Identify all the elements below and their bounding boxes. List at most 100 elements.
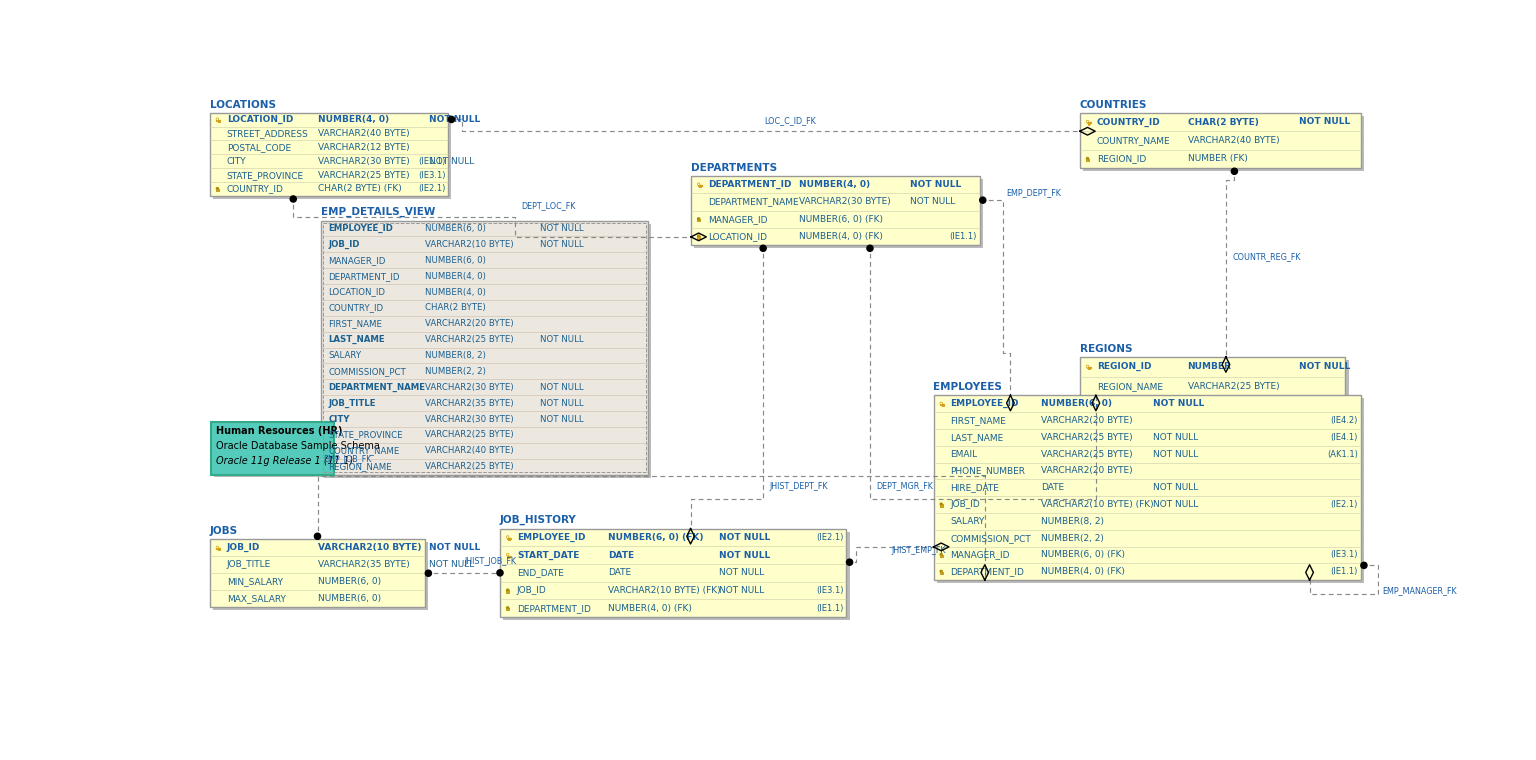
Text: NOT NULL: NOT NULL <box>911 198 955 207</box>
Circle shape <box>215 546 220 549</box>
Text: NOT NULL: NOT NULL <box>541 224 584 233</box>
Text: MANAGER_ID: MANAGER_ID <box>329 256 386 264</box>
Circle shape <box>290 196 296 202</box>
Text: START_DATE: START_DATE <box>518 550 579 559</box>
Text: NUMBER(4, 0): NUMBER(4, 0) <box>424 271 485 280</box>
Circle shape <box>498 570 504 576</box>
Text: VARCHAR2(35 BYTE): VARCHAR2(35 BYTE) <box>424 399 513 407</box>
Text: (IE1.1): (IE1.1) <box>949 232 977 241</box>
Text: DEPARTMENT_ID: DEPARTMENT_ID <box>951 567 1025 576</box>
Text: REGION_NAME: REGION_NAME <box>1097 382 1163 391</box>
FancyBboxPatch shape <box>697 236 700 239</box>
Text: VARCHAR2(25 BYTE): VARCHAR2(25 BYTE) <box>1187 382 1279 391</box>
Text: CITY: CITY <box>329 414 350 423</box>
Text: NUMBER(6, 0): NUMBER(6, 0) <box>1041 399 1112 408</box>
Text: DATE: DATE <box>1041 483 1064 492</box>
Text: VARCHAR2(10 BYTE) (FK): VARCHAR2(10 BYTE) (FK) <box>608 586 720 595</box>
Text: VARCHAR2(20 BYTE): VARCHAR2(20 BYTE) <box>1041 467 1134 476</box>
Circle shape <box>1086 366 1089 367</box>
Text: JOB_TITLE: JOB_TITLE <box>227 560 270 569</box>
FancyBboxPatch shape <box>937 398 1364 583</box>
Circle shape <box>315 534 321 540</box>
Text: NUMBER(8, 2): NUMBER(8, 2) <box>1041 517 1104 526</box>
FancyBboxPatch shape <box>940 505 943 507</box>
Text: NUMBER(4, 0) (FK): NUMBER(4, 0) (FK) <box>799 232 883 241</box>
Circle shape <box>866 245 872 252</box>
Text: COUNTRY_ID: COUNTRY_ID <box>329 303 384 312</box>
Text: JHIST_EMP_FK: JHIST_EMP_FK <box>892 546 946 555</box>
Text: LAST_NAME: LAST_NAME <box>329 335 386 344</box>
Text: COUNTRIES: COUNTRIES <box>1080 100 1147 109</box>
Text: NOT NULL: NOT NULL <box>429 560 475 569</box>
Circle shape <box>846 559 852 565</box>
Text: DEPARTMENT_ID: DEPARTMENT_ID <box>518 603 591 613</box>
Text: VARCHAR2(30 BYTE): VARCHAR2(30 BYTE) <box>318 157 409 166</box>
FancyBboxPatch shape <box>1083 360 1349 400</box>
Circle shape <box>507 554 508 556</box>
Text: NUMBER(4, 0) (FK): NUMBER(4, 0) (FK) <box>1041 567 1126 576</box>
Text: NUMBER(4, 0) (FK): NUMBER(4, 0) (FK) <box>608 603 691 613</box>
Text: COUNTRY_ID: COUNTRY_ID <box>1097 118 1161 127</box>
Text: FIRST_NAME: FIRST_NAME <box>329 319 382 328</box>
Text: (IE4.2): (IE4.2) <box>1330 416 1358 425</box>
Text: VARCHAR2(10 BYTE) (FK): VARCHAR2(10 BYTE) (FK) <box>1041 500 1154 509</box>
Text: DATE: DATE <box>608 551 634 559</box>
Circle shape <box>760 245 766 252</box>
Text: NOT NULL: NOT NULL <box>1154 433 1198 442</box>
Text: VARCHAR2(20 BYTE): VARCHAR2(20 BYTE) <box>1041 416 1134 425</box>
Circle shape <box>1086 120 1089 123</box>
Text: EMAIL: EMAIL <box>951 450 977 458</box>
FancyBboxPatch shape <box>501 528 846 617</box>
Text: NOT NULL: NOT NULL <box>541 335 584 344</box>
Text: JHIST_JOB_FK: JHIST_JOB_FK <box>464 557 516 566</box>
FancyBboxPatch shape <box>1083 116 1364 171</box>
Text: (IE3.1): (IE3.1) <box>816 586 843 595</box>
Text: DEPT_MGR_FK: DEPT_MGR_FK <box>876 482 932 490</box>
Text: DEPT_LOC_FK: DEPT_LOC_FK <box>522 201 576 211</box>
Circle shape <box>1361 562 1367 568</box>
Text: COMMISSION_PCT: COMMISSION_PCT <box>951 534 1031 543</box>
Text: (IE1.1): (IE1.1) <box>1330 567 1358 576</box>
Circle shape <box>505 535 510 539</box>
Text: VARCHAR2(40 BYTE): VARCHAR2(40 BYTE) <box>424 446 513 455</box>
Text: NOT NULL: NOT NULL <box>541 240 584 249</box>
Text: CHAR(2 BYTE): CHAR(2 BYTE) <box>1187 118 1258 126</box>
Text: JOBS: JOBS <box>210 526 238 537</box>
Text: NOT NULL: NOT NULL <box>541 399 584 407</box>
Circle shape <box>507 536 508 538</box>
Circle shape <box>449 116 455 122</box>
Text: NOT NULL: NOT NULL <box>719 586 765 595</box>
Text: DEPARTMENT_NAME: DEPARTMENT_NAME <box>708 198 799 207</box>
Text: NOT NULL: NOT NULL <box>541 383 584 392</box>
Text: JOB_TITLE: JOB_TITLE <box>329 399 376 408</box>
Text: LOC_C_ID_FK: LOC_C_ID_FK <box>763 116 816 125</box>
Text: END_DATE: END_DATE <box>518 568 564 578</box>
Text: CHAR(2 BYTE) (FK): CHAR(2 BYTE) (FK) <box>318 185 401 194</box>
Circle shape <box>1086 121 1089 122</box>
Text: (IE1.1): (IE1.1) <box>816 603 843 613</box>
Text: COUNTRY_NAME: COUNTRY_NAME <box>1097 136 1170 145</box>
Text: NOT NULL: NOT NULL <box>1154 450 1198 458</box>
Text: NUMBER(6, 0): NUMBER(6, 0) <box>424 224 485 233</box>
Text: REGION_ID: REGION_ID <box>1097 154 1146 163</box>
FancyBboxPatch shape <box>214 116 452 199</box>
Text: LOCATION_ID: LOCATION_ID <box>227 115 293 125</box>
Text: NUMBER(4, 0): NUMBER(4, 0) <box>424 287 485 296</box>
FancyBboxPatch shape <box>694 179 983 249</box>
Text: STATE_PROVINCE: STATE_PROVINCE <box>329 430 402 439</box>
Text: NOT NULL: NOT NULL <box>1299 363 1350 372</box>
Text: EMPLOYEES: EMPLOYEES <box>934 382 1003 392</box>
Text: Human Resources (HR): Human Resources (HR) <box>217 426 343 436</box>
Text: NOT NULL: NOT NULL <box>1154 483 1198 492</box>
FancyBboxPatch shape <box>1080 112 1361 168</box>
Text: SALARY: SALARY <box>951 517 985 526</box>
Text: COUNTRY_ID: COUNTRY_ID <box>227 185 284 194</box>
Text: JOB_ID: JOB_ID <box>329 240 359 249</box>
Text: SALARY: SALARY <box>329 351 361 360</box>
Text: VARCHAR2(10 BYTE): VARCHAR2(10 BYTE) <box>318 543 421 553</box>
FancyBboxPatch shape <box>507 608 508 610</box>
Text: NOT NULL: NOT NULL <box>429 116 481 124</box>
Text: CHAR(2 BYTE): CHAR(2 BYTE) <box>424 303 485 312</box>
Text: DEPARTMENT_ID: DEPARTMENT_ID <box>708 180 791 189</box>
Text: VARCHAR2(40 BYTE): VARCHAR2(40 BYTE) <box>1187 136 1279 145</box>
